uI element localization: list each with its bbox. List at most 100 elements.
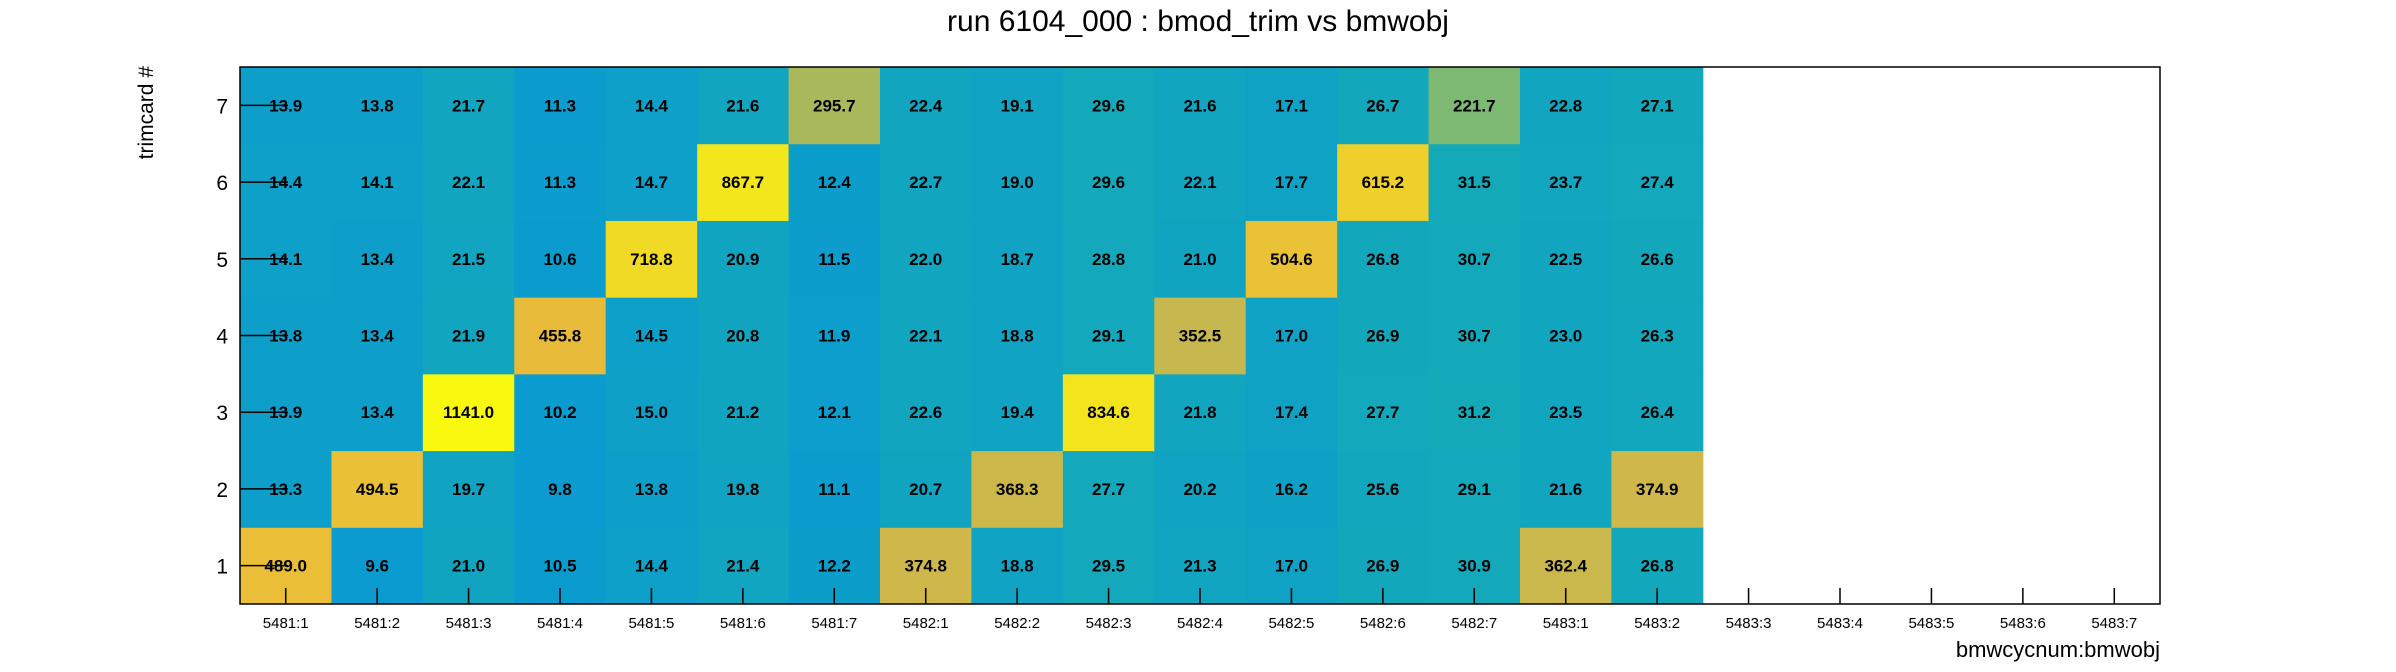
- x-tick-label: 5483:1: [1543, 615, 1589, 632]
- cell-value-label: 11.3: [544, 96, 576, 115]
- cell-value-label: 18.7: [1001, 250, 1034, 269]
- heatmap-cell: [1062, 297, 1155, 375]
- cell-value-label: 221.7: [1453, 96, 1496, 115]
- cell-value-label: 26.3: [1641, 327, 1674, 346]
- y-tick-label: 6: [216, 172, 228, 195]
- heatmap-cell: [697, 220, 790, 298]
- heatmap-cell: [1154, 450, 1247, 528]
- cell-value-label: 834.6: [1087, 403, 1130, 422]
- cell-value-label: 21.0: [452, 557, 485, 576]
- cell-value-label: 13.4: [361, 403, 395, 422]
- heatmap-cell: [880, 373, 972, 452]
- cell-value-label: 9.6: [365, 557, 389, 576]
- cell-value-label: 26.6: [1641, 250, 1674, 269]
- heatmap-cell: [1245, 143, 1338, 221]
- cell-value-label: 19.4: [1001, 403, 1035, 422]
- heatmap-cell: [514, 220, 607, 298]
- cell-value-label: 25.6: [1366, 480, 1399, 499]
- cell-value-label: 26.9: [1366, 327, 1399, 346]
- heatmap-cell: [1062, 143, 1155, 221]
- cell-value-label: 17.0: [1275, 327, 1308, 346]
- cell-value-label: 17.1: [1275, 96, 1308, 115]
- heatmap-cell: [514, 373, 607, 452]
- heatmap-cell: [1520, 143, 1612, 221]
- heatmap-cell: [1154, 297, 1247, 375]
- x-tick-label: 5483:5: [1908, 615, 1954, 632]
- cell-value-label: 13.4: [361, 327, 395, 346]
- heatmap-cell: [971, 143, 1064, 221]
- cell-value-label: 23.5: [1549, 403, 1582, 422]
- heatmap-cell: [1154, 143, 1247, 221]
- chart-title: run 6104_000 : bmod_trim vs bmwobj: [947, 5, 1449, 38]
- cell-value-label: 26.8: [1641, 557, 1674, 576]
- cell-value-label: 27.1: [1641, 96, 1674, 115]
- cell-value-label: 22.6: [909, 403, 942, 422]
- cell-value-label: 23.0: [1549, 327, 1582, 346]
- x-tick-label: 5483:2: [1634, 615, 1680, 632]
- heatmap-cell: [880, 297, 972, 375]
- cell-value-label: 22.1: [1183, 173, 1216, 192]
- cell-value-label: 374.8: [904, 557, 947, 576]
- heatmap-cell: [1337, 220, 1430, 298]
- heatmap-cell: [697, 143, 790, 221]
- heatmap-cell: [1520, 373, 1612, 452]
- cell-value-label: 14.7: [635, 173, 668, 192]
- cell-value-label: 14.4: [635, 96, 669, 115]
- x-tick-label: 5483:4: [1817, 615, 1863, 632]
- heatmap-cell: [1611, 67, 1704, 145]
- heatmap-cell: [331, 373, 424, 452]
- cell-value-label: 368.3: [996, 480, 1039, 499]
- cell-value-label: 19.8: [726, 480, 759, 499]
- cell-value-label: 29.6: [1092, 96, 1125, 115]
- heatmap-cell: [1062, 373, 1155, 452]
- heatmap-cell: [1245, 297, 1338, 375]
- x-tick-label: 5481:4: [537, 615, 583, 632]
- heatmap-cell: [605, 373, 698, 452]
- heatmap-cell: [1611, 143, 1704, 221]
- x-tick-label: 5481:7: [811, 615, 857, 632]
- cell-value-label: 362.4: [1544, 557, 1587, 576]
- heatmap-cell: [971, 297, 1064, 375]
- cell-value-label: 12.1: [818, 403, 851, 422]
- cell-value-label: 21.9: [452, 327, 485, 346]
- cell-value-label: 14.4: [635, 557, 669, 576]
- cell-value-label: 13.8: [361, 96, 394, 115]
- cell-value-label: 26.8: [1366, 250, 1399, 269]
- cell-value-label: 29.1: [1092, 327, 1125, 346]
- x-tick-label: 5482:5: [1268, 615, 1314, 632]
- cell-value-label: 16.2: [1275, 480, 1308, 499]
- heatmap-cell: [788, 143, 881, 221]
- heatmap-cell: [331, 450, 424, 528]
- cell-value-label: 352.5: [1179, 327, 1222, 346]
- cell-value-label: 11.3: [544, 173, 576, 192]
- heatmap-cell: [605, 450, 698, 528]
- heatmap-cell: [1337, 143, 1430, 221]
- heatmap-cell: [971, 220, 1064, 298]
- heatmap-cell: [697, 450, 790, 528]
- x-tick-label: 5483:6: [2000, 615, 2046, 632]
- cell-value-label: 30.9: [1458, 557, 1491, 576]
- cell-value-label: 9.8: [548, 480, 572, 499]
- heatmap-cell: [1337, 373, 1430, 452]
- x-tick-label: 5482:4: [1177, 615, 1223, 632]
- heatmap-cell: [697, 373, 790, 452]
- cell-value-label: 21.6: [1183, 96, 1216, 115]
- heatmap-cell: [788, 297, 881, 375]
- y-tick-label: 7: [216, 95, 228, 118]
- y-axis: 1 2 3 4 5 6 7: [216, 95, 288, 579]
- heatmap-cell: [1337, 67, 1430, 145]
- heatmap-cell: [1337, 450, 1430, 528]
- cell-value-label: 31.2: [1458, 403, 1491, 422]
- heatmap-cell: [1062, 220, 1155, 298]
- heatmap-cell: [1428, 143, 1521, 221]
- heatmap-cell: [971, 67, 1064, 145]
- heatmap-cell: [605, 143, 698, 221]
- heatmap-cell: [1154, 220, 1247, 298]
- x-tick-label: 5481:1: [263, 615, 309, 632]
- heatmap-cell: [422, 450, 515, 528]
- y-tick-label: 2: [216, 479, 228, 502]
- heatmap-cell: [331, 143, 424, 221]
- cell-value-label: 18.8: [1001, 557, 1034, 576]
- x-tick-label: 5481:5: [628, 615, 674, 632]
- heatmap-cell: [605, 297, 698, 375]
